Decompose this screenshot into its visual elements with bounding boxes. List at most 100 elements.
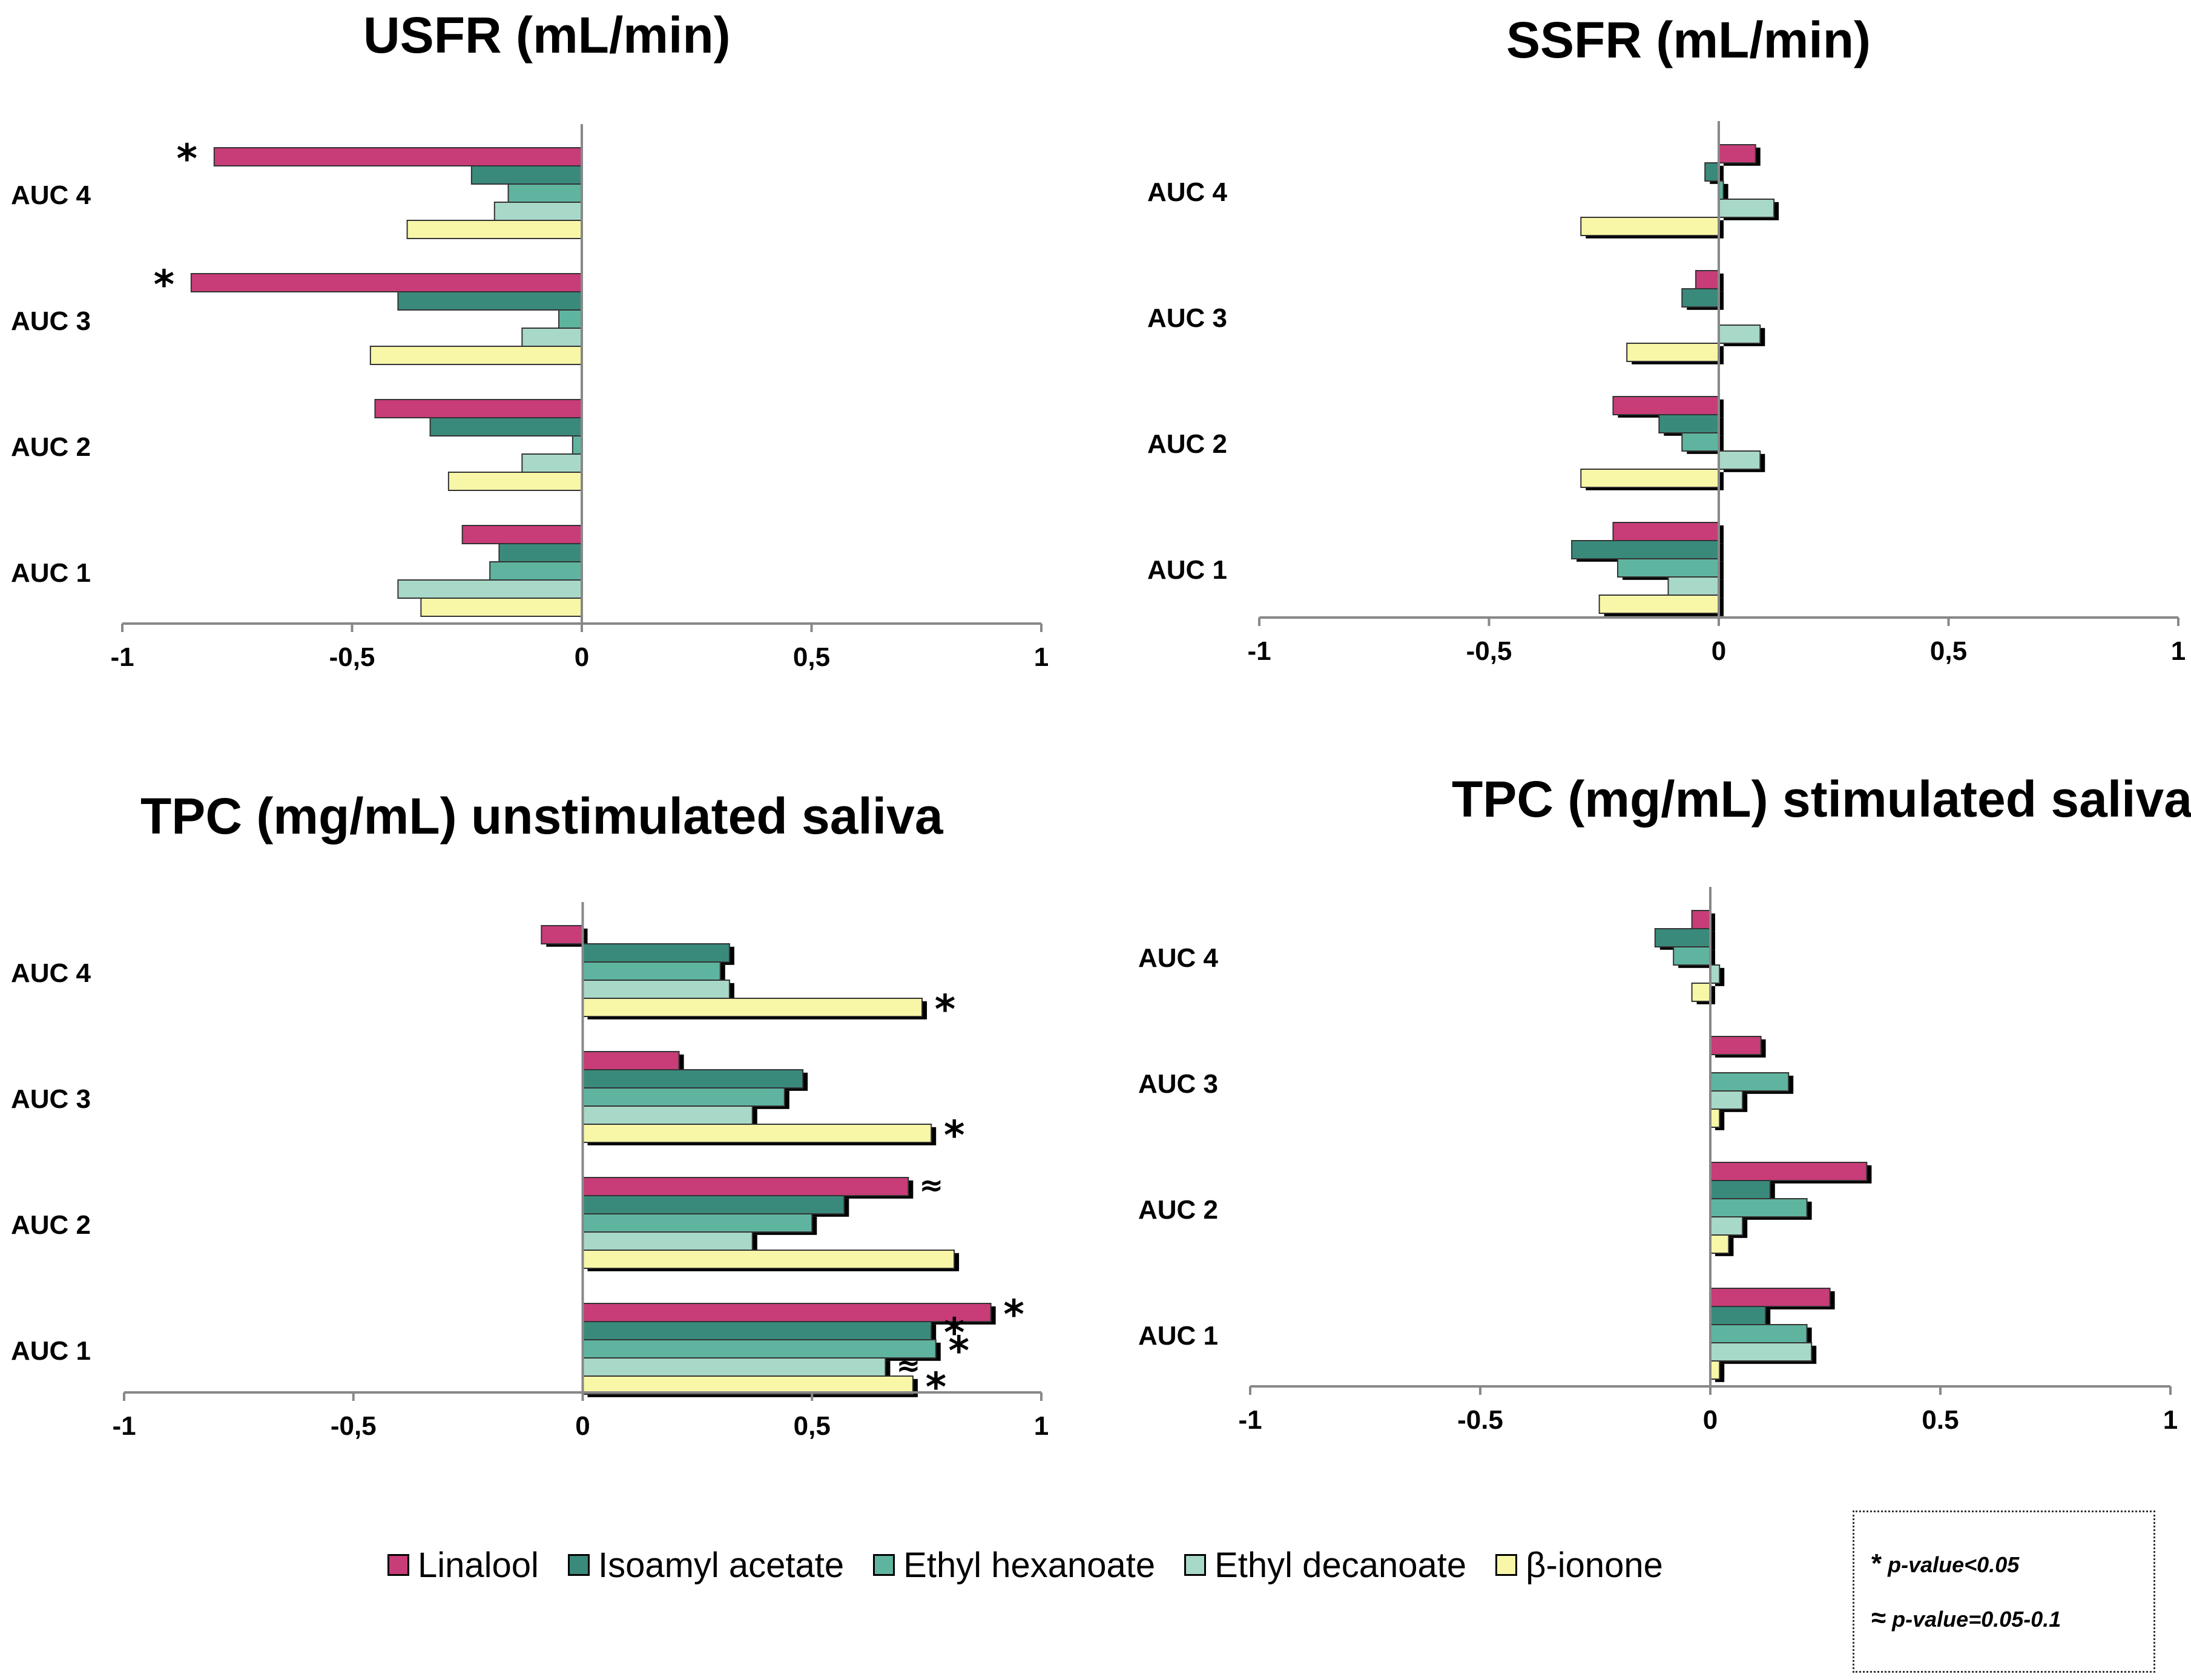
x-tick-label: 0: [575, 1411, 590, 1441]
significance-mark: *: [935, 986, 956, 1033]
bar: [1710, 1198, 1808, 1217]
bar: [1710, 1360, 1721, 1380]
chart-title-usfr: USFR (mL/min): [363, 7, 731, 64]
legend-swatch-ethyl-hexanoate: [873, 1554, 895, 1576]
bar: [1617, 558, 1720, 578]
bar: [190, 273, 583, 292]
bar: [1704, 162, 1719, 182]
category-label: AUC 4: [1138, 943, 1219, 973]
bar: [1710, 1180, 1771, 1199]
bar: [582, 1357, 886, 1377]
bar: [1718, 199, 1775, 218]
x-tick-label: 1: [2171, 636, 2186, 666]
legend-label: Linalool: [418, 1545, 539, 1585]
x-tick-label: 0,5: [793, 642, 830, 672]
bar: [1612, 522, 1719, 541]
bar: [447, 472, 583, 491]
bar: [213, 147, 582, 166]
significance-mark: *: [944, 1309, 965, 1356]
chart-title-tpc-unstimulated: TPC (mg/mL) unstimulated saliva: [140, 788, 943, 845]
bar: [582, 1195, 845, 1214]
bar: [1710, 1036, 1762, 1055]
bar: [369, 346, 582, 365]
x-tick-label: -1: [1238, 1405, 1262, 1435]
x-tick-label: 0.5: [1922, 1405, 1959, 1435]
significance-mark: *: [1003, 1291, 1024, 1338]
category-label: AUC 2: [11, 1210, 91, 1240]
legend-label: Ethyl hexanoate: [903, 1545, 1156, 1585]
bar: [1580, 469, 1720, 488]
approx-label: p-value=0.05-0.1: [1892, 1607, 2061, 1632]
bar: [582, 1124, 932, 1143]
bar: [582, 1213, 813, 1233]
legend: Linalool Isoamyl acetate Ethyl hexanoate…: [387, 1538, 1663, 1592]
bar: [582, 1105, 753, 1125]
category-label: AUC 2: [11, 432, 91, 462]
bar: [420, 598, 582, 617]
category-label: AUC 1: [1138, 1321, 1218, 1351]
legend-swatch-linalool: [387, 1554, 409, 1576]
bar: [572, 435, 583, 455]
bar: [498, 543, 582, 562]
bar: [1710, 1162, 1868, 1181]
bar: [1667, 576, 1720, 596]
legend-swatch-ethyl-decanoate: [1184, 1554, 1207, 1576]
approx-symbol: ≈: [1871, 1603, 1886, 1633]
bar: [1710, 1342, 1813, 1362]
legend-item-linalool: Linalool: [387, 1545, 539, 1586]
category-label: AUC 1: [11, 1336, 91, 1366]
star-symbol: *: [1871, 1549, 1882, 1578]
bar: [582, 1087, 785, 1107]
x-tick-label: -1: [110, 642, 134, 672]
bar: [521, 328, 583, 347]
category-label: AUC 3: [11, 306, 91, 336]
bar: [374, 399, 582, 418]
category-label: AUC 2: [1138, 1195, 1218, 1225]
bar: [1691, 910, 1712, 929]
bar: [397, 291, 583, 311]
bar: [493, 202, 582, 221]
significance-mark: *: [177, 136, 198, 182]
bar: [1673, 946, 1711, 966]
bar: [1612, 396, 1719, 415]
category-label: AUC 3: [11, 1084, 91, 1114]
bar: [582, 1303, 992, 1322]
bar: [1626, 343, 1719, 362]
legend-swatch-isoamyl-acetate: [567, 1554, 590, 1576]
bar: [582, 1177, 909, 1196]
bar: [582, 980, 730, 999]
bar: [1710, 1306, 1767, 1325]
category-label: AUC 4: [11, 958, 91, 988]
bar: [1695, 270, 1720, 289]
bar: [1710, 1072, 1790, 1092]
x-tick-label: 1: [1034, 642, 1049, 672]
legend-label: β-ionone: [1526, 1545, 1663, 1585]
bar: [582, 1231, 753, 1251]
bar: [1571, 540, 1720, 559]
bar: [461, 525, 582, 544]
bar: [1580, 217, 1720, 236]
bar: [582, 1051, 680, 1070]
bar: [582, 943, 730, 963]
x-tick-label: 0: [575, 642, 589, 672]
bar: [1710, 1288, 1831, 1307]
significance-mark: ≈: [919, 1168, 943, 1202]
category-label: AUC 1: [11, 558, 91, 588]
bar-shadow: [1724, 183, 1728, 202]
bar: [582, 961, 721, 981]
bar: [1681, 288, 1720, 308]
bar: [1718, 144, 1756, 163]
bar: [521, 453, 583, 473]
bar: [1718, 324, 1761, 344]
bar: [1718, 450, 1761, 470]
x-tick-label: 0,5: [794, 1411, 831, 1441]
category-label: AUC 2: [1147, 429, 1227, 459]
legend-label: Ethyl decanoate: [1214, 1545, 1467, 1585]
chart-title-tpc-stimulated: TPC (mg/mL) stimulated saliva: [1452, 771, 2191, 828]
significance-mark: *: [926, 1364, 947, 1411]
x-tick-label: -1: [112, 1411, 136, 1441]
x-tick-label: -1: [1247, 636, 1271, 666]
bar: [582, 1321, 932, 1340]
x-tick-label: 0,5: [1930, 636, 1967, 666]
